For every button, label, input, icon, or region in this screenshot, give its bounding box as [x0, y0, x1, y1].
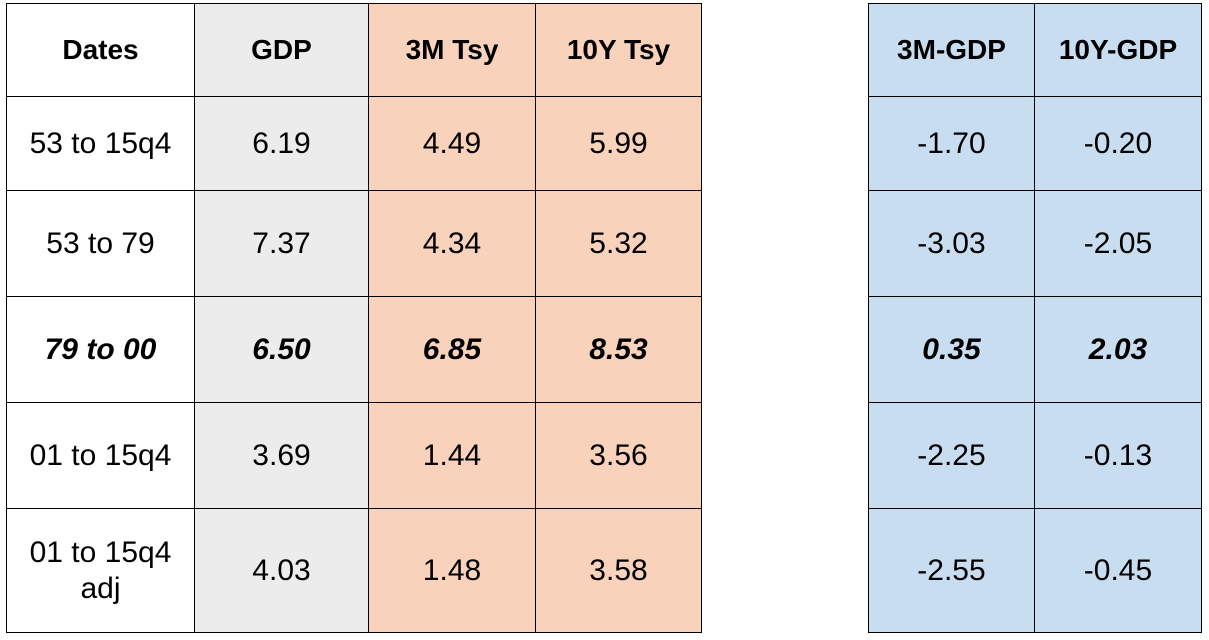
table-cell: 1.44	[369, 403, 535, 508]
table-cell: -2.25	[869, 403, 1034, 508]
table-cell: 7.37	[195, 191, 368, 296]
table-cell: 5.99	[536, 97, 701, 190]
table-cell: 01 to 15q4 adj	[7, 509, 194, 632]
header-cell: 10Y Tsy	[536, 4, 701, 96]
table-cell: 4.34	[369, 191, 535, 296]
table-cell: 6.50	[195, 297, 368, 402]
table-cell: -0.20	[1035, 97, 1201, 190]
table-cell: 3.56	[536, 403, 701, 508]
table-cell: 4.49	[369, 97, 535, 190]
table-cell: 53 to 79	[7, 191, 194, 296]
header-cell: 3M Tsy	[369, 4, 535, 96]
header-cell: 10Y-GDP	[1035, 4, 1201, 96]
table-cell: -2.55	[869, 509, 1034, 632]
table-cell: -0.13	[1035, 403, 1201, 508]
table-cell: -0.45	[1035, 509, 1201, 632]
header-cell: Dates	[7, 4, 194, 96]
table-cell: 1.48	[369, 509, 535, 632]
table-cell: 4.03	[195, 509, 368, 632]
table-cell: 6.85	[369, 297, 535, 402]
table-cell: -1.70	[869, 97, 1034, 190]
table-cell: 6.19	[195, 97, 368, 190]
header-cell: 3M-GDP	[869, 4, 1034, 96]
table-cell: 01 to 15q4	[7, 403, 194, 508]
table-cell: 3.69	[195, 403, 368, 508]
table-cell: 8.53	[536, 297, 701, 402]
header-cell: GDP	[195, 4, 368, 96]
table-cell: 79 to 00	[7, 297, 194, 402]
table-cell: -3.03	[869, 191, 1034, 296]
table-cell: -2.05	[1035, 191, 1201, 296]
table-cell: 5.32	[536, 191, 701, 296]
table-cell: 2.03	[1035, 297, 1201, 402]
table-cell: 0.35	[869, 297, 1034, 402]
left-table: Dates GDP 3M Tsy 10Y Tsy 53 to 15q4 6.19 4.49 5…	[6, 3, 702, 633]
table-cell: 3.58	[536, 509, 701, 632]
right-table: 3M-GDP 10Y-GDP -1.70 -0.20 -3.03 -2.05 0.35 2.0…	[868, 3, 1202, 633]
table-cell: 53 to 15q4	[7, 97, 194, 190]
